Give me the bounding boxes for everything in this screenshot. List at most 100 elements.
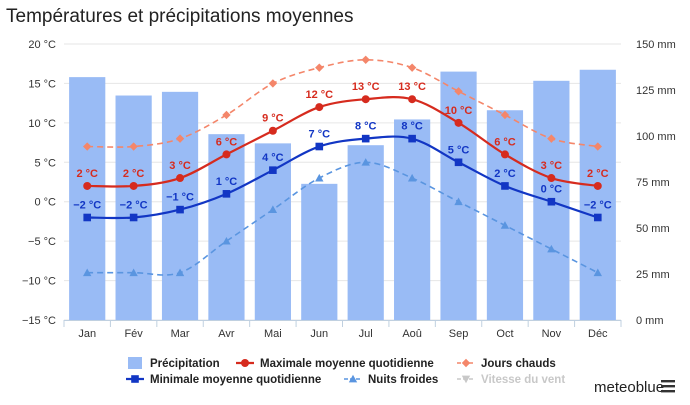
x-tick-label: Oct: [496, 328, 513, 340]
x-tick-label: Déc: [588, 328, 608, 340]
precipitation-bar: [301, 183, 338, 320]
y-left-tick-label: −15 °C: [22, 315, 56, 327]
legend-label: Jours chauds: [481, 358, 556, 370]
legend-label: Vitesse du vent: [481, 374, 565, 386]
precipitation-bar: [69, 77, 106, 321]
line-marker: [268, 79, 278, 88]
data-label: 12 °C: [305, 89, 333, 101]
y-left-tick-label: 20 °C: [28, 39, 56, 51]
chart-title: Températures et précipitations moyennes: [6, 6, 353, 27]
line-marker: [83, 181, 92, 190]
x-axis: Jan Fév Mar Avr Mai Jun Jul Aoû Sep Oct Nov Déc: [63, 320, 622, 340]
data-label: 2 °C: [123, 168, 145, 180]
data-label: 8 °C: [401, 121, 423, 133]
x-tick-label: Jun: [310, 328, 328, 340]
series-minimale-moyenne-quotidienne: [83, 134, 602, 222]
line-marker: [129, 213, 138, 222]
y-left-tick-label: 5 °C: [34, 157, 56, 169]
data-label: 8 °C: [355, 121, 377, 133]
legend-item[interactable]: Jours chauds: [457, 358, 556, 370]
y-left-tick-label: 15 °C: [28, 78, 56, 90]
legend: Précipitation Maximale moyenne quotidienn…: [126, 357, 565, 386]
x-tick-label: Aoû: [402, 328, 422, 340]
line-marker: [454, 197, 463, 206]
line-marker: [176, 174, 185, 183]
legend-item[interactable]: Nuits froides: [344, 374, 438, 386]
y-right-tick-label: 125 mm: [636, 85, 676, 97]
data-label: 0 °C: [541, 184, 563, 196]
precipitation-bar: [579, 69, 616, 320]
data-labels: 2 °C 2 °C 3 °C 6 °C 9 °C 12 °C 13 °C 13 °C 10 °C…: [73, 81, 612, 211]
y-left-tick-label: −10 °C: [22, 276, 56, 288]
y-right-tick-label: 50 mm: [636, 223, 670, 235]
x-tick-label: Jul: [359, 328, 373, 340]
data-label: 3 °C: [541, 160, 563, 172]
menu-icon[interactable]: [661, 380, 675, 393]
line-marker: [500, 110, 510, 120]
line-marker: [361, 158, 370, 166]
line-marker: [269, 166, 277, 174]
line-marker: [593, 181, 602, 190]
line-marker: [268, 205, 278, 213]
line-marker: [176, 205, 184, 214]
line-marker: [361, 134, 370, 143]
line-marker: [315, 173, 324, 182]
y-right-tick-label: 75 mm: [636, 177, 670, 189]
legend-item[interactable]: Vitesse du vent: [457, 374, 565, 386]
line-marker: [461, 375, 471, 384]
line-marker: [407, 63, 417, 72]
gridlines: [64, 43, 621, 321]
x-tick-label: Mar: [171, 328, 190, 340]
line-marker: [222, 236, 231, 245]
line-marker: [593, 213, 602, 222]
line-marker: [407, 173, 417, 182]
line-marker: [83, 213, 92, 222]
x-tick-label: Fév: [124, 328, 143, 340]
line-marker: [408, 134, 416, 143]
legend-symbol: [128, 357, 142, 369]
data-label: 13 °C: [352, 81, 380, 93]
line-marker: [348, 374, 358, 383]
data-label: −1 °C: [166, 192, 194, 204]
data-label: 4 °C: [262, 152, 284, 164]
y-left-tick-label: −5 °C: [28, 236, 56, 248]
x-tick-label: Avr: [218, 328, 235, 340]
series-nuits-froides: [83, 158, 602, 277]
data-label: 6 °C: [216, 136, 238, 148]
line-marker: [222, 110, 231, 120]
y-left-tick-label: 0 °C: [34, 197, 56, 209]
line-marker: [500, 221, 510, 229]
temperature-lines: [83, 55, 602, 277]
line-marker: [361, 55, 370, 64]
line-marker: [83, 142, 92, 151]
line-marker: [175, 134, 185, 143]
data-label: 3 °C: [169, 160, 191, 172]
legend-label: Maximale moyenne quotidienne: [260, 358, 434, 370]
data-label: 2 °C: [76, 168, 98, 180]
legend-item[interactable]: Minimale moyenne quotidienne: [126, 374, 321, 386]
y-axis-left: 20 °C 15 °C 10 °C 5 °C 0 °C −5 °C −10 °C −15 °C: [22, 39, 56, 327]
line-marker: [83, 268, 92, 277]
legend-item[interactable]: Maximale moyenne quotidienne: [236, 358, 434, 370]
y-axis-right: 150 mm 125 mm 100 mm 75 mm 50 mm 25 mm 0 mm: [636, 39, 676, 327]
data-label: 6 °C: [494, 136, 516, 148]
series-line: [87, 58, 598, 148]
data-label: 10 °C: [445, 105, 473, 117]
line-marker: [315, 142, 324, 151]
line-marker: [501, 182, 509, 190]
line-marker: [593, 268, 602, 277]
legend-item[interactable]: Précipitation: [128, 357, 220, 370]
line-marker: [315, 103, 324, 112]
legend-label: Minimale moyenne quotidienne: [150, 374, 321, 386]
line-marker: [129, 268, 138, 277]
precipitation-bar: [115, 95, 152, 321]
x-tick-label: Mai: [264, 328, 282, 340]
y-right-tick-label: 25 mm: [636, 269, 670, 281]
legend-label: Nuits froides: [368, 374, 438, 386]
precipitation-bar: [394, 119, 431, 320]
line-marker: [547, 244, 556, 253]
precipitation-bar: [440, 71, 477, 320]
line-marker: [454, 87, 463, 96]
